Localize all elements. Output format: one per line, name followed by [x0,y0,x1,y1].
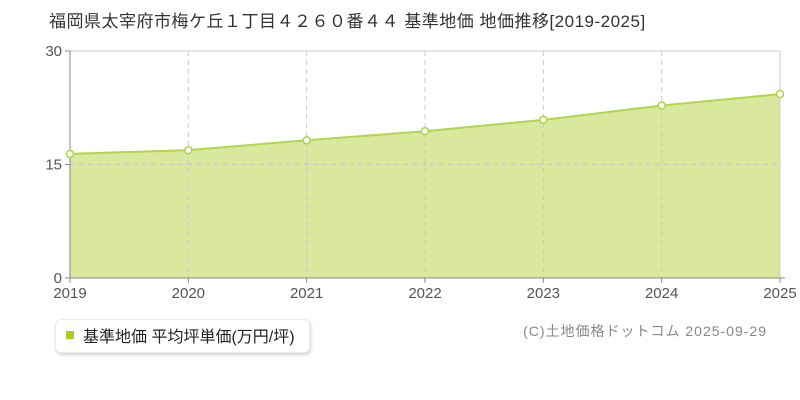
x-tick-label: 2023 [527,285,560,302]
y-tick-label: 15 [45,157,62,174]
x-tick-label: 2021 [290,285,323,302]
y-tick-label: 0 [54,270,62,287]
legend-swatch-icon [66,331,74,339]
data-point-marker [420,126,430,136]
x-tick-label: 2024 [645,285,678,302]
page-title: 福岡県太宰府市梅ケ丘１丁目４２６０番４４ 基準地価 地価推移[2019-2025… [49,12,646,31]
y-tick-label: 30 [45,43,62,60]
data-point-marker [65,149,75,159]
data-point-marker [184,145,193,155]
x-tick-label: 2025 [763,285,796,302]
x-tick-label: 2020 [172,285,205,302]
data-point-marker [539,115,548,125]
copyright-note: (C)土地価格ドットコム 2025-09-29 [523,323,767,339]
data-point-marker [775,89,785,99]
x-tick-label: 2019 [53,285,86,302]
data-point-marker [657,101,666,110]
x-tick-label: 2022 [408,285,441,302]
legend-label: 基準地価 平均坪単価(万円/坪) [83,329,295,346]
data-point-marker [302,135,311,145]
legend: 基準地価 平均坪単価(万円/坪) [55,319,310,353]
